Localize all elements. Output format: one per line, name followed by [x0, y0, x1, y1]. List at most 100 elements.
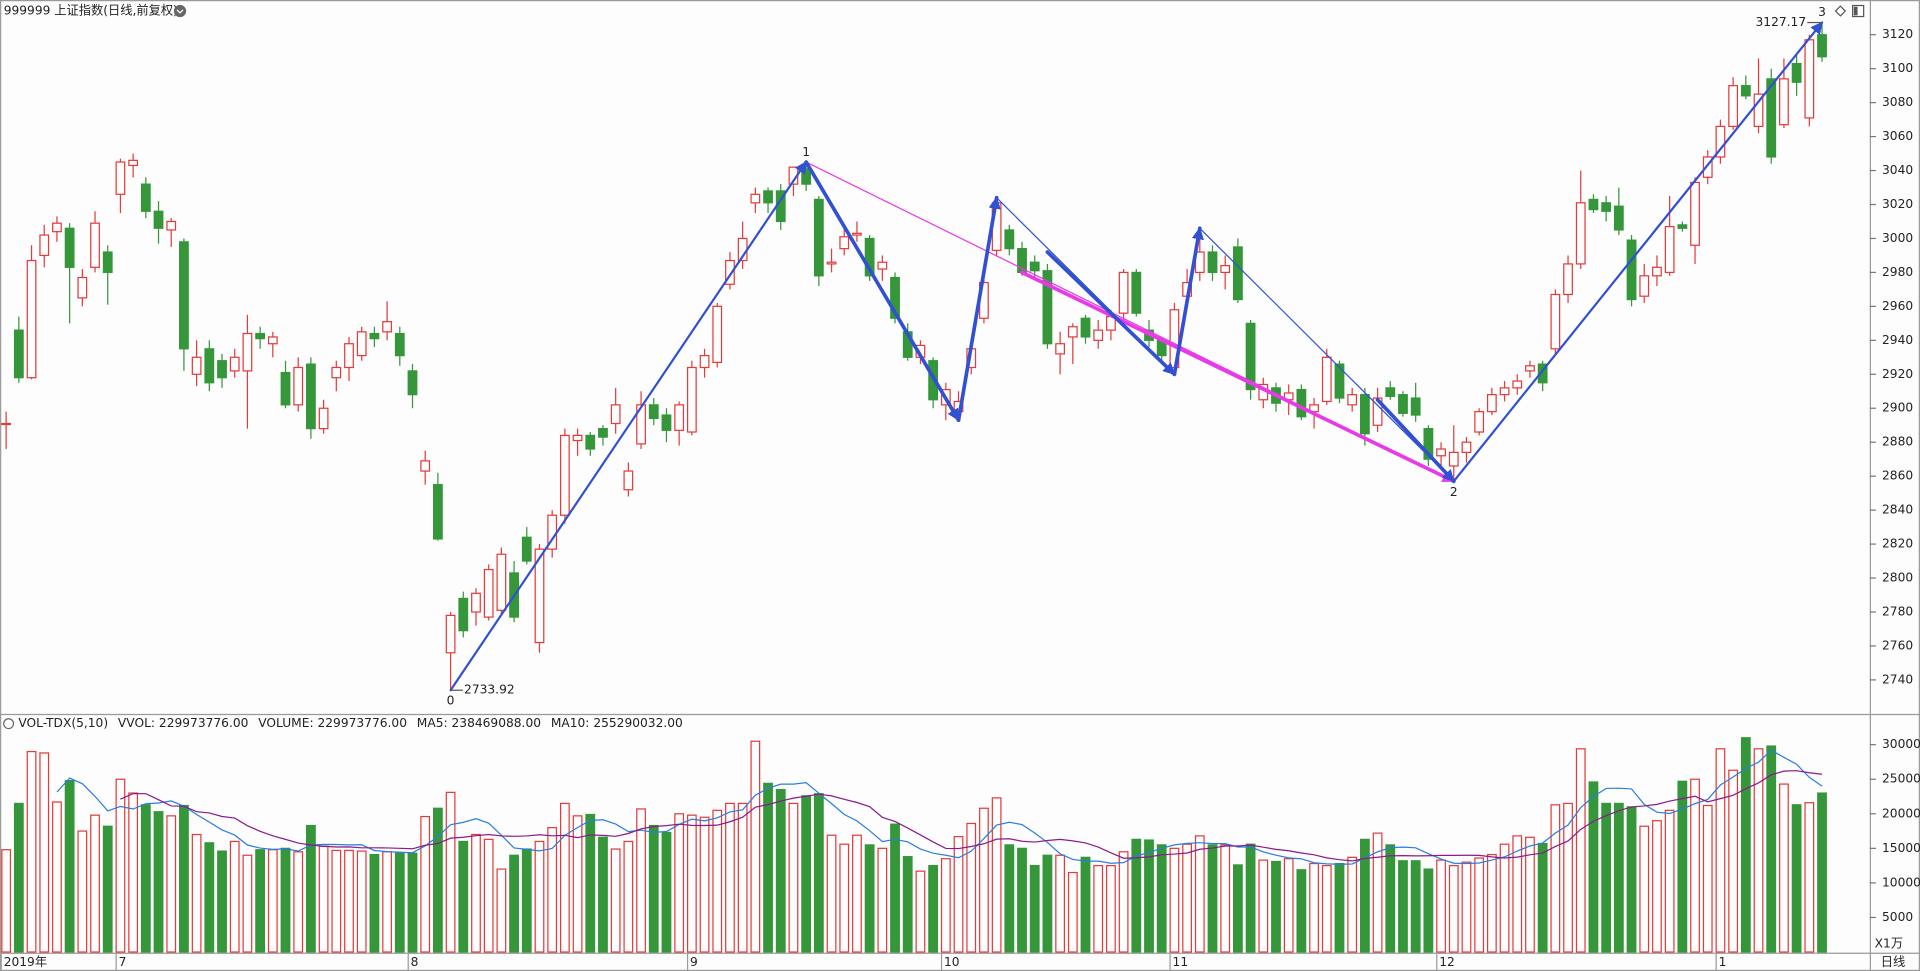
- volume-bar: [598, 836, 608, 953]
- volume-bar: [1271, 860, 1281, 953]
- y-tick-label: 3080: [1882, 95, 1913, 109]
- candle-body: [521, 536, 532, 562]
- window-icon[interactable]: [1852, 4, 1865, 18]
- volume-bar: [255, 849, 266, 953]
- volume-bar: [52, 801, 62, 953]
- volume-menu-icon[interactable]: [3, 718, 15, 730]
- diamond-icon[interactable]: [1834, 5, 1847, 17]
- volume-bar: [1753, 748, 1764, 953]
- volume-legend: VOL-TDX(5,10): [18, 716, 108, 730]
- candle-body: [1423, 428, 1434, 460]
- wave-line: [956, 195, 1001, 422]
- candle-body: [458, 597, 469, 632]
- volume-bar: [915, 870, 926, 953]
- candle-body: [826, 261, 837, 265]
- volume-bar: [1423, 868, 1434, 953]
- candle-body: [331, 366, 342, 379]
- volume-bar: [229, 840, 240, 953]
- volume-bar: [191, 833, 202, 953]
- volume-bar: [585, 813, 596, 953]
- vol-tick-label: 20000: [1882, 806, 1920, 820]
- candle-body: [750, 193, 761, 204]
- volume-bar: [801, 795, 812, 953]
- volume-bar: [1461, 861, 1472, 953]
- candle-body: [699, 354, 710, 369]
- volume-bar: [407, 852, 418, 953]
- volume-bar: [1550, 804, 1561, 953]
- candle-body: [1220, 265, 1231, 274]
- y-tick-label: 3020: [1882, 197, 1913, 211]
- volume-bar: [826, 834, 837, 953]
- candle-body: [407, 370, 418, 396]
- candle-body: [140, 183, 151, 212]
- title-dropdown[interactable]: [173, 4, 187, 18]
- volume-bar: [648, 824, 659, 953]
- volume-bar: [382, 851, 392, 953]
- candle-body: [1080, 317, 1091, 338]
- candle-body: [217, 360, 227, 379]
- volume-bar: [852, 834, 862, 953]
- volume-bar: [610, 848, 621, 953]
- candle-body: [890, 276, 900, 319]
- y-tick-label: 2740: [1882, 672, 1913, 686]
- volume-bar: [242, 854, 253, 953]
- volume-bar: [39, 752, 50, 953]
- volume-bar: [77, 830, 88, 953]
- candle-body: [585, 434, 596, 450]
- volume-bar: [1194, 835, 1205, 953]
- volume-bar: [1067, 871, 1078, 953]
- volume-bar: [1245, 843, 1256, 953]
- volume-bar: [712, 809, 723, 953]
- candle-body: [852, 232, 862, 236]
- candle-body: [1118, 271, 1129, 314]
- candle-body: [267, 336, 278, 345]
- candle-body: [356, 331, 367, 357]
- volume-ma-line: [56, 749, 1823, 865]
- volume-bar: [344, 849, 354, 953]
- volume-bar: [1512, 835, 1523, 953]
- candle-body: [1575, 202, 1586, 265]
- period-label: 日线: [1881, 955, 1905, 969]
- candle-body: [1499, 387, 1510, 396]
- volume-bar: [64, 779, 75, 953]
- volume-bar: [572, 815, 583, 953]
- vol-tick-label: 30000: [1882, 737, 1920, 751]
- candle-body: [1410, 397, 1421, 416]
- wave-line: [449, 160, 808, 692]
- candle-body: [1639, 275, 1650, 297]
- volume-bar: [1639, 825, 1650, 953]
- candle-body: [1029, 261, 1040, 272]
- volume-bar: [1283, 858, 1294, 953]
- wave-label: 1: [802, 145, 810, 159]
- volume-bar: [90, 814, 100, 953]
- candle-body: [559, 434, 570, 516]
- candle-body: [1, 422, 12, 426]
- volume-bar: [394, 852, 405, 953]
- y-tick-label: 3040: [1882, 163, 1913, 177]
- volume-bar: [547, 826, 558, 953]
- volume-bar: [1537, 842, 1548, 953]
- volume-bar: [763, 782, 773, 953]
- candle-body: [1652, 266, 1662, 277]
- volume-bar: [725, 802, 735, 953]
- candle-body: [1563, 263, 1573, 296]
- x-tick-label: 9: [690, 955, 698, 969]
- wave-label: 3: [1818, 5, 1826, 19]
- candle-body: [813, 198, 824, 277]
- volume-bar: [13, 802, 24, 953]
- volume-bar: [1207, 844, 1218, 953]
- candle-body: [839, 236, 850, 250]
- volume-legend: MA10: 255290032.00: [551, 716, 683, 730]
- y-tick-label: 2880: [1882, 435, 1913, 449]
- candle-body: [1131, 271, 1142, 314]
- candle-body: [369, 332, 380, 340]
- wave-line: [1375, 397, 1456, 484]
- volume-bar: [1740, 737, 1751, 953]
- volume-bar: [318, 845, 329, 953]
- candle-body: [166, 220, 177, 231]
- candle-body: [1588, 198, 1599, 211]
- x-tick-label: 12: [1439, 955, 1455, 969]
- volume-bar: [1690, 778, 1700, 953]
- volume-bar: [1766, 745, 1777, 953]
